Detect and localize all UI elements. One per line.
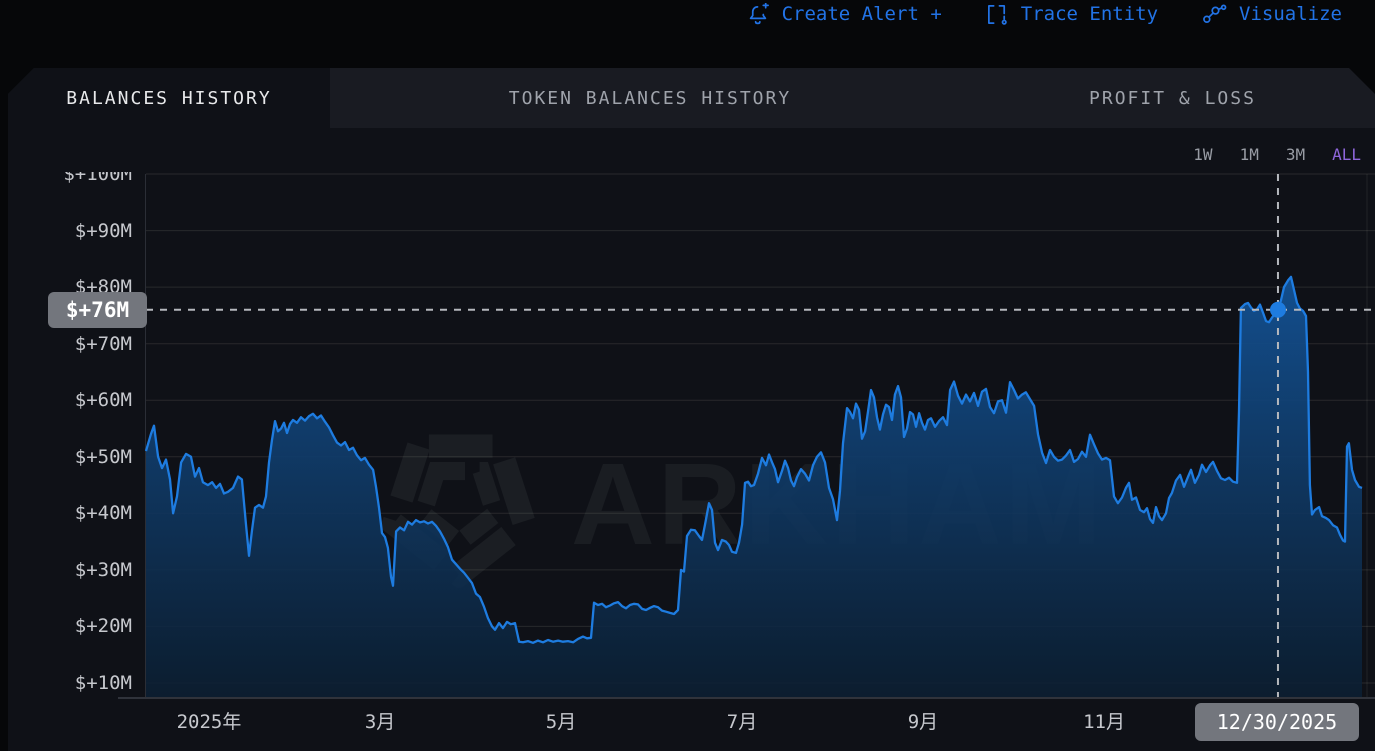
x-tick-label: 2025年 — [176, 711, 242, 733]
bell-plus-icon — [747, 2, 770, 26]
y-tick-label: $+40M — [74, 502, 132, 525]
y-tick-label: $+30M — [74, 558, 132, 581]
graph-nodes-icon — [1202, 3, 1227, 26]
tab-token-balances-history[interactable]: TOKEN BALANCES HISTORY — [330, 68, 970, 128]
balance-line — [146, 277, 1362, 643]
y-tick-label: $+50M — [74, 445, 132, 468]
balance-area-chart[interactable] — [145, 174, 1375, 697]
trace-entity-label: Trace Entity — [1020, 3, 1159, 25]
tab-profit-loss-label: PROFIT & LOSS — [1089, 87, 1256, 109]
toolbar-actions: Create Alert + Trace Entity — [747, 0, 1342, 28]
tab-balances-history-label: BALANCES HISTORY — [66, 87, 272, 109]
create-alert-button[interactable]: Create Alert + — [747, 2, 942, 26]
visualize-button[interactable]: Visualize — [1202, 3, 1342, 26]
x-axis-line — [118, 697, 1375, 699]
crosshair-date-text: 12/30/2025 — [1216, 710, 1338, 734]
crosshair-value-text: $+76M — [65, 297, 130, 322]
y-tick-label: $+60M — [74, 389, 132, 412]
x-tick-label: 11月 — [1083, 711, 1125, 733]
balances-panel: BALANCES HISTORY TOKEN BALANCES HISTORY … — [8, 68, 1375, 751]
create-alert-label: Create Alert + — [781, 3, 942, 25]
tab-bar: BALANCES HISTORY TOKEN BALANCES HISTORY … — [8, 68, 1375, 128]
tab-token-balances-history-label: TOKEN BALANCES HISTORY — [508, 87, 792, 109]
y-tick-label: $+10M — [74, 672, 132, 694]
top-toolbar: Create Alert + Trace Entity — [0, 0, 1375, 68]
range-all[interactable]: ALL — [1332, 145, 1361, 164]
tab-balances-history[interactable]: BALANCES HISTORY — [8, 68, 330, 128]
time-range-selector: 1W 1M 3M ALL — [8, 128, 1375, 172]
y-tick-label: $+70M — [74, 332, 132, 355]
x-tick-label: 7月 — [726, 711, 758, 733]
crosshair — [146, 174, 1375, 705]
range-1m[interactable]: 1M — [1239, 145, 1259, 164]
trace-entity-button[interactable]: Trace Entity — [986, 3, 1158, 26]
tab-profit-loss[interactable]: PROFIT & LOSS — [970, 68, 1375, 128]
chart-content: ARKHAM 1W 1M 3M ALL — [8, 128, 1375, 751]
crosshair-date-badge: 12/30/2025 — [1195, 703, 1359, 741]
x-tick-label: 5月 — [545, 711, 577, 733]
area-fill — [146, 277, 1362, 697]
range-1w[interactable]: 1W — [1193, 145, 1213, 164]
x-tick-label: 9月 — [907, 711, 939, 733]
x-tick-label: 3月 — [364, 711, 396, 733]
visualize-label: Visualize — [1239, 3, 1342, 25]
range-3m[interactable]: 3M — [1285, 145, 1306, 164]
y-tick-label: $+90M — [74, 219, 132, 242]
trace-icon — [986, 3, 1009, 26]
y-tick-label: $+20M — [74, 615, 132, 638]
crosshair-value-badge: $+76M — [48, 292, 147, 328]
